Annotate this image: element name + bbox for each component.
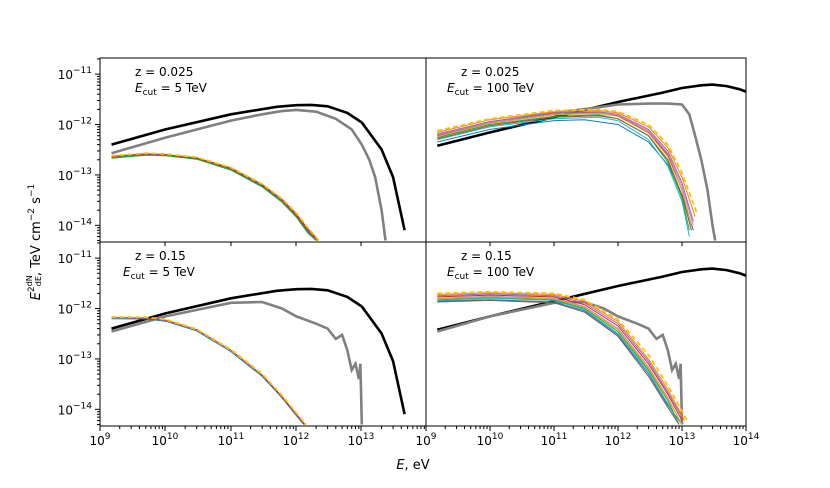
series-line-top-left-6 xyxy=(111,152,320,242)
x-tick-label: 1010 xyxy=(477,432,504,448)
panel-bottom-right-z: z = 0.15 xyxy=(461,249,512,263)
series-line-bottom-right-5 xyxy=(437,293,683,418)
series-line-bottom-right-4 xyxy=(437,297,680,425)
series-line-top-right-8 xyxy=(437,112,694,226)
panel-bottom-right: z = 0.15 Ecut = 100 TeV xyxy=(436,249,746,425)
y-tick-label: 10−12 xyxy=(58,301,92,317)
panel-bottom-left: z = 0.15 Ecut = 5 TeV xyxy=(111,249,406,426)
panel-top-left: z = 0.025 Ecut = 5 TeV xyxy=(111,65,406,242)
axis-ticks: 109 1010 1011 1012 1013 109 1010 1011 1012 1013 10… xyxy=(58,58,760,448)
series-line-top-left-0 xyxy=(111,103,406,231)
series-line-top-right-6 xyxy=(437,116,690,237)
series-line-bottom-right-6 xyxy=(437,297,680,425)
series-line-top-left-1 xyxy=(111,108,387,241)
series-line-bottom-left-2 xyxy=(111,318,305,425)
series-line-bottom-right-8 xyxy=(437,295,683,425)
x-tick-label: 1012 xyxy=(605,432,632,448)
x-tick-label: 1013 xyxy=(348,432,375,448)
y-tick-label: 10−12 xyxy=(58,117,92,133)
series-line-top-right-9 xyxy=(437,113,692,226)
x-tick-label: 1013 xyxy=(669,432,696,448)
series-line-top-left-2 xyxy=(111,154,317,241)
series-line-top-left-5 xyxy=(111,153,320,241)
y-axis-label: E2dNdE, TeV cm−2 s−1 xyxy=(25,184,44,300)
series-line-bottom-left-0 xyxy=(111,287,406,415)
series-line-bottom-left-3 xyxy=(111,317,306,425)
series-line-top-right-7 xyxy=(437,109,696,217)
panel-top-left-ecut: Ecut = 5 TeV xyxy=(135,81,208,98)
series-line-bottom-left-4 xyxy=(111,316,307,426)
x-tick-label: 1011 xyxy=(541,432,568,448)
series-line-bottom-right-11 xyxy=(437,290,688,421)
panel-bottom-left-z: z = 0.15 xyxy=(135,249,186,263)
series-line-top-right-5 xyxy=(437,111,694,222)
panel-bottom-left-ecut: Ecut = 5 TeV xyxy=(123,265,196,282)
panel-bottom-right-ecut: Ecut = 100 TeV xyxy=(447,265,535,282)
series-line-bottom-right-9 xyxy=(437,296,683,425)
panel-top-right-ecut: Ecut = 100 TeV xyxy=(447,81,535,98)
series-line-bottom-right-10 xyxy=(437,299,680,425)
series-line-bottom-right-2 xyxy=(437,299,683,425)
series-line-top-right-0 xyxy=(436,83,746,147)
y-tick-label: 10−13 xyxy=(58,167,92,183)
series-line-top-right-11 xyxy=(437,108,698,213)
frame-top-left xyxy=(99,57,427,243)
series-line-top-left-3 xyxy=(111,153,318,241)
series-line-top-right-10 xyxy=(437,115,692,231)
y-tick-label: 10−11 xyxy=(58,66,92,82)
y-tick-label: 10−11 xyxy=(58,250,92,266)
panel-top-right: z = 0.025 Ecut = 100 TeV xyxy=(436,65,746,241)
x-tick-label: 1010 xyxy=(152,432,179,448)
y-tick-label: 10−13 xyxy=(58,351,92,367)
x-tick-label: 109 xyxy=(89,432,110,448)
frame-bottom-right xyxy=(425,241,747,427)
series-line-bottom-left-1 xyxy=(111,300,364,425)
x-tick-label: 109 xyxy=(415,432,436,448)
y-tick-label: 10−14 xyxy=(58,401,93,417)
x-axis-label: E, eV xyxy=(396,458,429,473)
x-tick-label: 1014 xyxy=(733,432,760,448)
x-tick-label: 1011 xyxy=(218,432,245,448)
series-line-bottom-right-3 xyxy=(437,294,683,421)
panel-top-left-z: z = 0.025 xyxy=(135,65,193,79)
y-tick-label: 10−14 xyxy=(58,217,93,233)
series-line-bottom-right-7 xyxy=(437,292,686,421)
panel-top-right-z: z = 0.025 xyxy=(461,65,519,79)
x-tick-label: 1012 xyxy=(283,432,310,448)
series-line-top-left-4 xyxy=(111,154,317,241)
